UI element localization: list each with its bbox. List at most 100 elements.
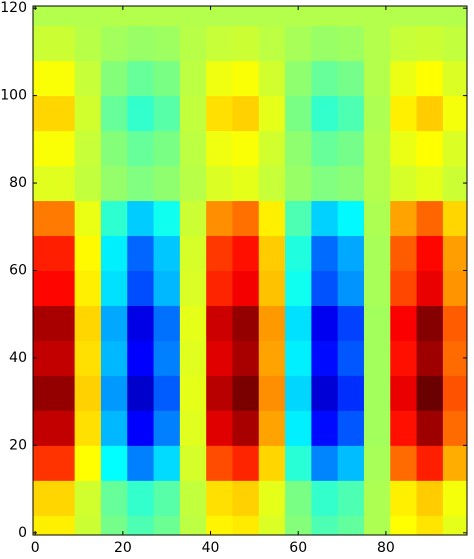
heatmap-cell bbox=[363, 6, 391, 27]
heatmap-cell bbox=[337, 375, 365, 411]
heatmap-cell bbox=[206, 375, 233, 411]
heatmap-cell bbox=[258, 410, 286, 446]
heatmap-cell bbox=[232, 25, 260, 62]
heatmap-cell bbox=[442, 95, 467, 132]
heatmap-cell bbox=[416, 235, 444, 271]
heatmap-cell bbox=[206, 200, 233, 237]
heatmap-cell bbox=[311, 480, 339, 516]
y-tick-label: 40 bbox=[9, 350, 27, 366]
heatmap-cell bbox=[179, 200, 207, 237]
heatmap-cell bbox=[206, 130, 233, 167]
heatmap-cell bbox=[363, 375, 391, 411]
heatmap-cell bbox=[153, 165, 181, 202]
heatmap-cell bbox=[206, 6, 233, 27]
heatmap-cell bbox=[127, 60, 155, 97]
heatmap-cell bbox=[311, 60, 339, 97]
heatmap-cell bbox=[33, 480, 49, 516]
heatmap-cell bbox=[442, 130, 467, 167]
heatmap-cell bbox=[100, 6, 128, 27]
heatmap-cell bbox=[416, 25, 444, 62]
heatmap-cell bbox=[390, 375, 418, 411]
heatmap-cell bbox=[100, 25, 128, 62]
heatmap-cell bbox=[258, 130, 286, 167]
heatmap-cell bbox=[390, 60, 418, 97]
heatmap-cell bbox=[311, 410, 339, 446]
heatmap-cell bbox=[206, 340, 233, 376]
heatmap-cell bbox=[153, 515, 181, 535]
heatmap-cell bbox=[285, 515, 312, 535]
heatmap-cell bbox=[127, 375, 155, 411]
heatmap-cell bbox=[311, 340, 339, 376]
heatmap-cell bbox=[48, 445, 76, 481]
heatmap-cell bbox=[33, 305, 49, 341]
heatmap-cell bbox=[33, 200, 49, 237]
heatmap-cell bbox=[258, 25, 286, 62]
heatmap-cell bbox=[179, 410, 207, 446]
heatmap-cell bbox=[74, 515, 102, 535]
heatmap-cell bbox=[206, 25, 233, 62]
heatmap-cell bbox=[258, 445, 286, 481]
heatmap-cell bbox=[33, 60, 49, 97]
heatmap-cell bbox=[232, 200, 260, 237]
heatmap-cell bbox=[179, 270, 207, 306]
heatmap-cell bbox=[127, 25, 155, 62]
heatmap-cell bbox=[33, 130, 49, 167]
heatmap-cell bbox=[285, 480, 312, 516]
heatmap-cell bbox=[48, 165, 76, 202]
heatmap-cell bbox=[232, 410, 260, 446]
heatmap-cell bbox=[285, 340, 312, 376]
heatmap-cell bbox=[390, 95, 418, 132]
heatmap-cell bbox=[48, 60, 76, 97]
heatmap-cell bbox=[337, 200, 365, 237]
heatmap-cell bbox=[48, 25, 76, 62]
heatmap-cell bbox=[337, 410, 365, 446]
heatmap-cell bbox=[285, 200, 312, 237]
heatmap-cell bbox=[179, 6, 207, 27]
heatmap-cell bbox=[337, 60, 365, 97]
heatmap-cell bbox=[311, 25, 339, 62]
heatmap-cell bbox=[48, 410, 76, 446]
heatmap-cell bbox=[285, 6, 312, 27]
heatmap-cell bbox=[311, 235, 339, 271]
heatmap-cell bbox=[416, 270, 444, 306]
heatmap-cell bbox=[206, 445, 233, 481]
heatmap-cell bbox=[74, 410, 102, 446]
y-tick-label: 100 bbox=[0, 88, 27, 104]
heatmap-cell bbox=[127, 200, 155, 237]
heatmap-cell bbox=[48, 6, 76, 27]
heatmap-cell bbox=[100, 95, 128, 132]
heatmap-cell bbox=[100, 235, 128, 271]
heatmap-cell bbox=[74, 200, 102, 237]
heatmap-cell bbox=[416, 95, 444, 132]
heatmap-cell bbox=[390, 200, 418, 237]
heatmap-cell bbox=[416, 165, 444, 202]
heatmap-cell bbox=[232, 340, 260, 376]
heatmap-cell bbox=[390, 25, 418, 62]
heatmap-cell bbox=[74, 480, 102, 516]
heatmap-cell bbox=[337, 480, 365, 516]
heatmap-cell bbox=[285, 305, 312, 341]
heatmap-cell bbox=[285, 165, 312, 202]
heatmap-cell bbox=[100, 165, 128, 202]
heatmap-cell bbox=[153, 6, 181, 27]
heatmap-cell bbox=[48, 235, 76, 271]
heatmap-cell bbox=[285, 60, 312, 97]
heatmap-cell bbox=[337, 305, 365, 341]
heatmap-cell bbox=[33, 95, 49, 132]
y-tick-label: 120 bbox=[0, 0, 27, 16]
heatmap-cell bbox=[337, 270, 365, 306]
heatmap-cell bbox=[179, 130, 207, 167]
heatmap-cell bbox=[48, 340, 76, 376]
heatmap-cell bbox=[179, 515, 207, 535]
heatmap-cell bbox=[206, 165, 233, 202]
heatmap-cell bbox=[363, 305, 391, 341]
x-tick-label: 80 bbox=[377, 540, 395, 555]
heatmap-cell bbox=[232, 95, 260, 132]
heatmap-cell bbox=[337, 235, 365, 271]
heatmap-cell bbox=[311, 95, 339, 132]
heatmap-cell bbox=[179, 165, 207, 202]
heatmap-cell bbox=[74, 60, 102, 97]
heatmap-cell bbox=[74, 235, 102, 271]
heatmap-cell bbox=[232, 375, 260, 411]
heatmap-cell bbox=[153, 25, 181, 62]
